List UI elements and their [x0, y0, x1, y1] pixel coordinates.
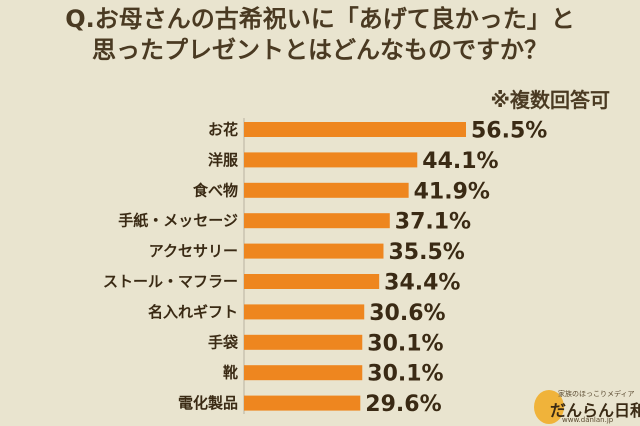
- data-label: 34.4%: [384, 271, 460, 296]
- category-label: 靴: [223, 364, 238, 382]
- data-label: 37.1%: [395, 210, 471, 235]
- data-label: 41.9%: [414, 179, 490, 204]
- danlan-logo: 家族のほっこりメディア だんらん日和 www.danlan.jp: [534, 388, 640, 426]
- data-label: 30.6%: [369, 301, 445, 326]
- logo-name: だんらん日和: [550, 401, 640, 420]
- category-label: ストール・マフラー: [103, 273, 238, 291]
- category-label: アクセサリー: [149, 242, 238, 260]
- bar: [244, 152, 418, 168]
- bar: [244, 395, 361, 411]
- data-label: 44.1%: [422, 149, 498, 174]
- category-label: 食べ物: [193, 181, 238, 199]
- data-label: 30.1%: [367, 331, 443, 356]
- bar: [244, 304, 365, 320]
- category-label: 洋服: [208, 151, 239, 169]
- bar: [244, 334, 363, 350]
- bar: [244, 213, 390, 229]
- bar: [244, 274, 380, 289]
- data-label: 56.5%: [471, 119, 547, 144]
- logo-url: www.danlan.jp: [562, 416, 614, 424]
- logo-mark-icon: [534, 390, 564, 424]
- data-label: 29.6%: [365, 392, 441, 417]
- bar: [244, 365, 363, 381]
- title-line-2: 思ったプレゼントとはどんなものですか？: [92, 36, 548, 64]
- data-label: 35.5%: [388, 240, 464, 265]
- multiple-answer-note: ※複数回答可: [490, 88, 610, 112]
- category-label: 名入れギフト: [148, 303, 238, 321]
- category-label: 手袋: [208, 333, 239, 351]
- category-label: お花: [208, 121, 238, 139]
- category-label: 手紙・メッセージ: [118, 212, 238, 230]
- bar-group: お花 56.5% 洋服 44.1% 食べ物 41.9% 手紙・メッセージ 37.1% アクセサリ…: [103, 119, 547, 418]
- bar: [244, 243, 384, 259]
- title-line-1: Q.お母さんの古希祝いに「あげて良かった」と: [65, 5, 575, 33]
- bar: [244, 122, 466, 137]
- category-label: 電化製品: [178, 394, 238, 412]
- data-label: 30.1%: [367, 362, 443, 387]
- chart-title: Q.お母さんの古希祝いに「あげて良かった」と 思ったプレゼントとはどんなものです…: [0, 4, 640, 66]
- logo-tagline: 家族のほっこりメディア: [558, 390, 635, 398]
- bar: [244, 182, 409, 198]
